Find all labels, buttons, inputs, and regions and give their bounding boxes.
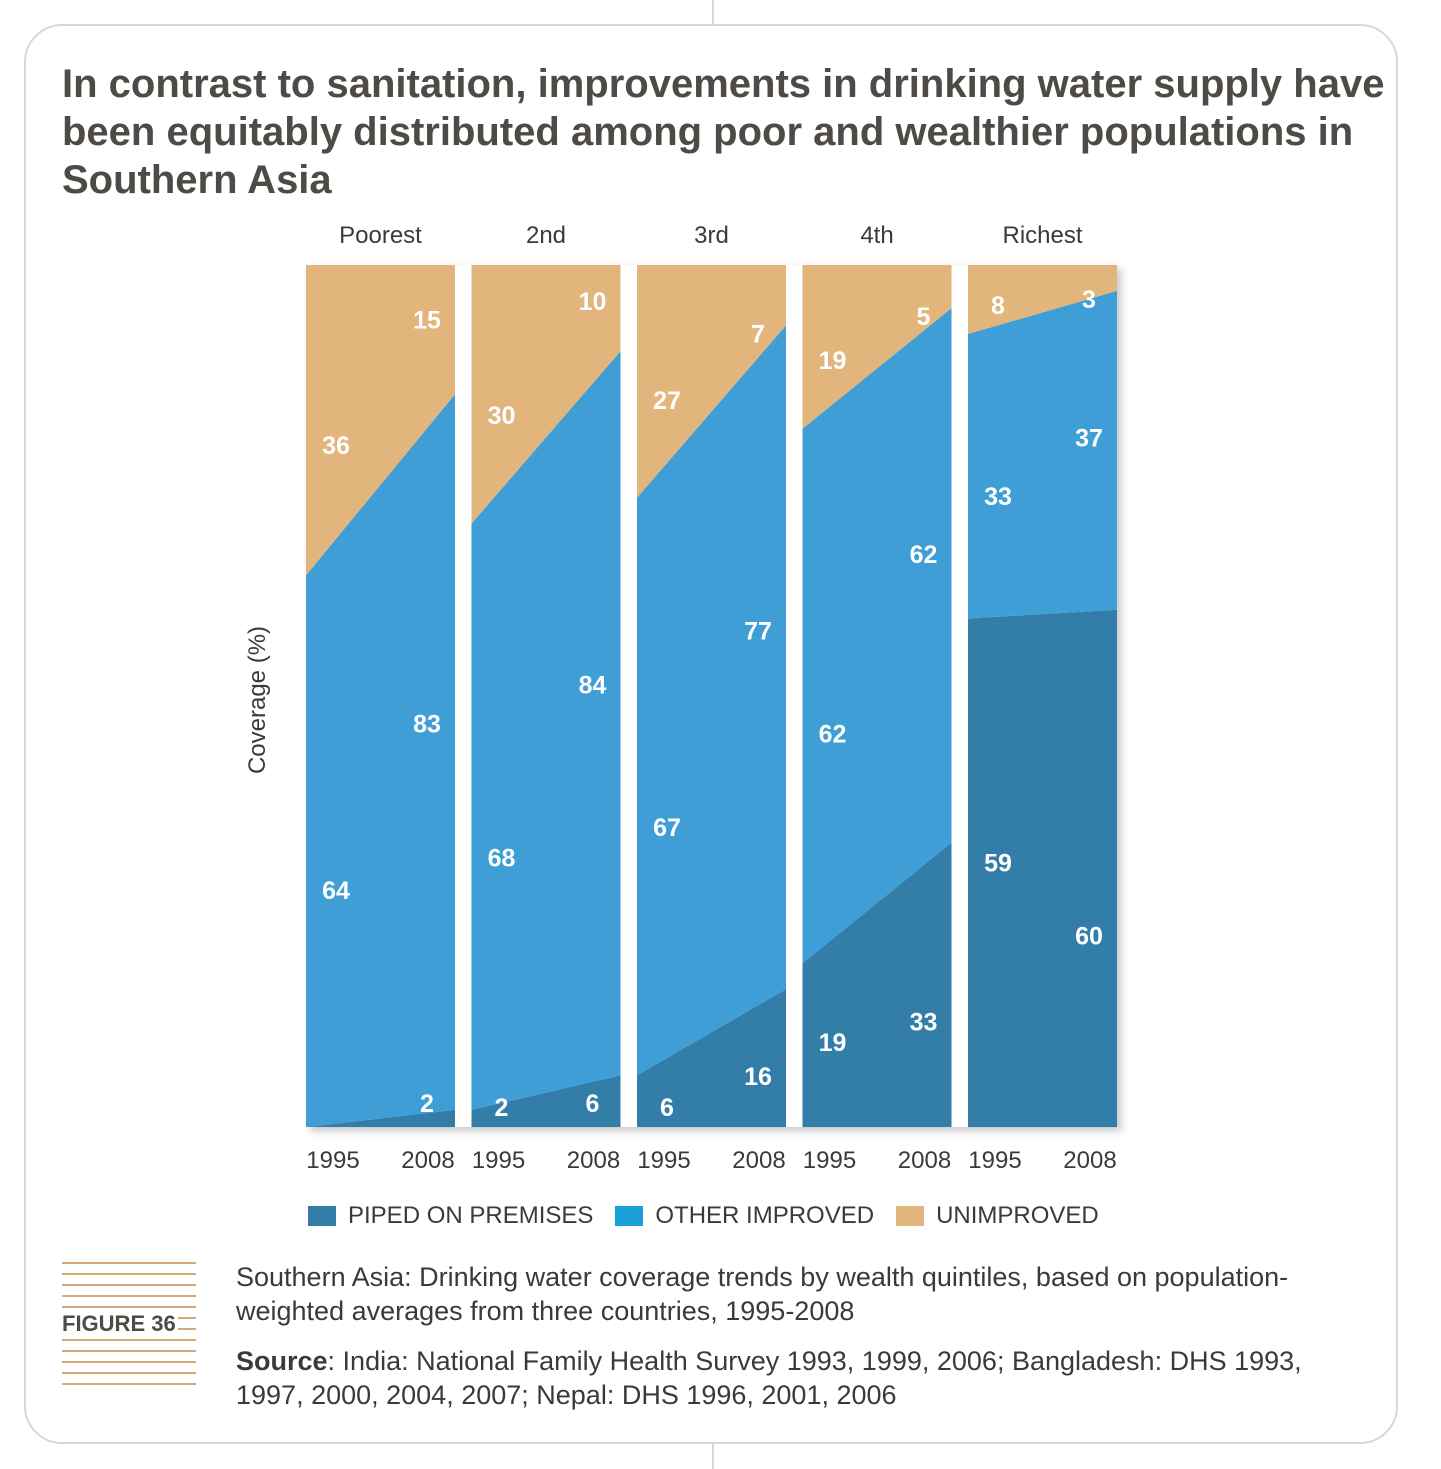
value-label-piped-2nd-1995: 2 — [495, 1094, 509, 1122]
value-label-unimproved-richest-1995: 8 — [991, 292, 1005, 320]
value-label-other-richest-2008: 37 — [1075, 425, 1103, 453]
unimproved-area-4th — [802, 265, 952, 429]
legend-swatch-other-improved — [615, 1206, 644, 1226]
value-label-other-richest-1995: 33 — [984, 483, 1012, 511]
other-improved-area-4th — [802, 308, 952, 964]
value-label-other-4th-2008: 62 — [910, 541, 938, 569]
unimproved-area-3rd — [637, 265, 786, 498]
piped-area-2nd — [471, 1075, 621, 1127]
panel-header-4th: 4th — [860, 222, 893, 249]
other-improved-area-2nd — [471, 351, 621, 1110]
legend-label-unimproved: UNIMPROVED — [936, 1202, 1099, 1229]
chart-title: In contrast to sanitation, improvements … — [62, 62, 1385, 202]
value-label-piped-poorest-2008: 2 — [420, 1090, 434, 1118]
bottom-divider — [712, 1444, 714, 1469]
value-label-other-poorest-1995: 64 — [322, 877, 350, 905]
panel-header-3rd: 3rd — [694, 222, 729, 249]
value-label-unimproved-3rd-2008: 7 — [751, 320, 765, 348]
x-tick-richest-2008: 2008 — [1063, 1147, 1116, 1174]
legend-swatch-piped — [308, 1206, 336, 1226]
unimproved-area-2nd — [471, 265, 621, 524]
x-tick-poorest-1995: 1995 — [306, 1147, 359, 1174]
value-label-unimproved-2nd-2008: 10 — [579, 288, 607, 316]
chart-legend: PIPED ON PREMISES OTHER IMPROVED UNIMPRO… — [308, 1202, 1121, 1230]
top-divider — [712, 0, 714, 24]
legend-item-other-improved: OTHER IMPROVED — [615, 1202, 874, 1230]
legend-label-piped: PIPED ON PREMISES — [348, 1202, 594, 1229]
piped-area-3rd — [637, 989, 786, 1127]
x-tick-3rd-1995: 1995 — [637, 1147, 690, 1174]
value-label-unimproved-4th-1995: 19 — [819, 347, 847, 375]
figure-label: FIGURE 36 — [62, 1310, 178, 1338]
x-tick-poorest-2008: 2008 — [401, 1147, 454, 1174]
panel-header-poorest: Poorest — [339, 222, 422, 249]
figure-source: Source: India: National Family Health Su… — [236, 1344, 1366, 1412]
legend-label-other-improved: OTHER IMPROVED — [655, 1202, 875, 1229]
value-label-other-4th-1995: 62 — [819, 720, 847, 748]
y-axis-label: Coverage (%) — [244, 625, 271, 775]
other-improved-area-poorest — [306, 394, 455, 1127]
value-label-piped-4th-1995: 19 — [819, 1029, 847, 1057]
x-tick-richest-1995: 1995 — [968, 1147, 1021, 1174]
panel-header-2nd: 2nd — [526, 222, 566, 249]
value-label-unimproved-poorest-1995: 36 — [322, 432, 350, 460]
piped-area-4th — [802, 842, 952, 1127]
legend-item-piped: PIPED ON PREMISES — [308, 1202, 593, 1230]
value-label-piped-richest-1995: 59 — [984, 850, 1012, 878]
value-label-piped-3rd-1995: 6 — [660, 1094, 674, 1122]
value-label-piped-4th-2008: 33 — [910, 1009, 938, 1037]
value-label-other-2nd-1995: 68 — [488, 845, 516, 873]
value-label-piped-2nd-2008: 6 — [586, 1090, 600, 1118]
unimproved-area-richest — [968, 265, 1117, 334]
legend-swatch-unimproved — [896, 1206, 925, 1226]
value-label-unimproved-4th-2008: 5 — [917, 303, 931, 331]
piped-area-richest — [968, 609, 1117, 1127]
x-tick-4th-1995: 1995 — [803, 1147, 856, 1174]
other-improved-area-3rd — [637, 325, 786, 1076]
x-tick-2nd-2008: 2008 — [567, 1147, 620, 1174]
other-improved-area-richest — [968, 290, 1117, 619]
panel-header-richest: Richest — [1002, 222, 1082, 249]
source-label: Source — [236, 1346, 328, 1376]
value-label-other-3rd-2008: 77 — [744, 618, 772, 646]
value-label-unimproved-2nd-1995: 30 — [488, 402, 516, 430]
value-label-unimproved-richest-2008: 3 — [1082, 286, 1096, 314]
x-tick-3rd-2008: 2008 — [732, 1147, 785, 1174]
x-tick-2nd-1995: 1995 — [472, 1147, 525, 1174]
x-tick-4th-2008: 2008 — [898, 1147, 951, 1174]
value-label-piped-richest-2008: 60 — [1075, 923, 1103, 951]
value-label-other-2nd-2008: 84 — [579, 671, 607, 699]
value-label-piped-3rd-2008: 16 — [744, 1063, 772, 1091]
legend-item-unimproved: UNIMPROVED — [896, 1202, 1099, 1230]
unimproved-area-poorest — [306, 265, 455, 576]
value-label-other-poorest-2008: 83 — [413, 710, 441, 738]
value-label-unimproved-poorest-2008: 15 — [413, 306, 441, 334]
value-label-unimproved-3rd-1995: 27 — [653, 387, 681, 415]
figure-caption: Southern Asia: Drinking water coverage t… — [236, 1262, 1289, 1326]
value-label-other-3rd-1995: 67 — [653, 814, 681, 842]
source-text: : India: National Family Health Survey 1… — [236, 1346, 1302, 1410]
